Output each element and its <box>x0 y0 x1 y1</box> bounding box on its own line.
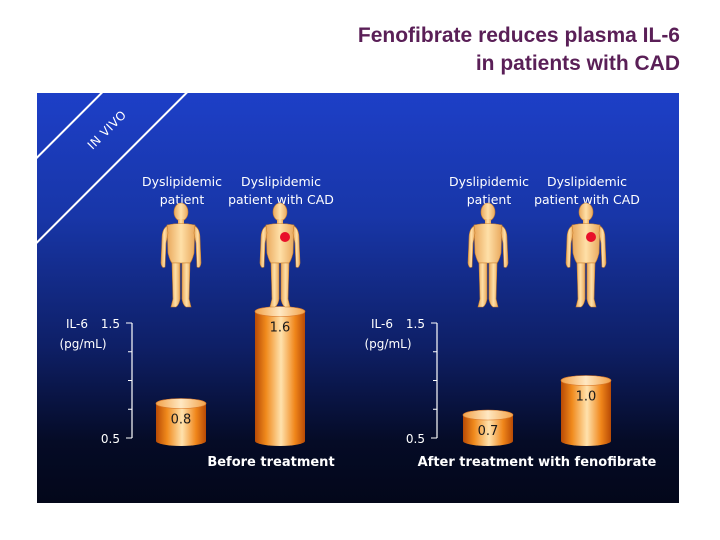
category-label-line-1: Dyslipidemic <box>142 174 222 189</box>
human-figure-icon-cad <box>259 202 301 308</box>
bar: 1.0 <box>560 375 612 446</box>
category-label-line-2: patient <box>160 192 205 207</box>
cad-heart-marker-icon <box>280 232 290 242</box>
category-label: Dyslipidemic patient <box>449 174 529 207</box>
cad-heart-marker-icon <box>586 232 596 242</box>
category-label-line-1: Dyslipidemic <box>547 174 627 189</box>
category-label-line-2: patient <box>467 192 512 207</box>
bar-value-label: 1.6 <box>270 321 291 336</box>
category-label: Dyslipidemic patient with CAD <box>228 174 334 207</box>
bar-value-label: 1.0 <box>576 390 597 405</box>
y-tick-label-top: 1.5 <box>406 317 425 331</box>
bar-cap <box>560 375 612 386</box>
bar-base <box>255 436 305 446</box>
bar-base <box>463 436 513 446</box>
y-axis-ticks <box>431 322 437 439</box>
y-axis-label: IL-6 <box>371 317 393 331</box>
bar-body <box>156 403 206 441</box>
y-axis-unit: (pg/mL) <box>364 337 411 351</box>
category-label: Dyslipidemic patient <box>142 174 222 207</box>
x-axis-label: After treatment with fenofibrate <box>418 455 657 470</box>
y-tick-label-bottom: 0.5 <box>406 432 425 446</box>
category-label-line-2: patient with CAD <box>228 192 334 207</box>
slide-title-line-1: Fenofibrate reduces plasma IL-6 <box>357 24 680 47</box>
bar-value-label: 0.8 <box>171 413 192 428</box>
bar-value-label: 0.7 <box>478 424 499 439</box>
category-label: Dyslipidemic patient with CAD <box>534 174 640 207</box>
bar: 0.7 <box>462 409 514 446</box>
bar-cap <box>462 409 514 421</box>
bar-cap <box>155 398 207 409</box>
human-figure-icon <box>160 202 202 308</box>
bar-body <box>255 311 305 441</box>
bar: 0.8 <box>155 398 207 446</box>
bar-base <box>156 436 206 446</box>
y-tick-label-top: 1.5 <box>101 317 120 331</box>
category-label-line-1: Dyslipidemic <box>449 174 529 189</box>
chart-panel: IN VIVO 1.5 0.5 IL-6 (pg/mL) Dyslipidemic pat… <box>37 93 679 503</box>
bar-body <box>561 380 611 441</box>
bar: 1.6 <box>254 306 306 446</box>
bar-chart-2: 1.5 0.5 IL-6 (pg/mL) Dyslipidemic patient 0.7 D… <box>364 174 656 470</box>
slide-title-line-2: in patients with CAD <box>475 52 680 75</box>
category-label-line-1: Dyslipidemic <box>241 174 321 189</box>
human-figure-icon <box>467 202 509 308</box>
y-axis-label: IL-6 <box>66 317 88 331</box>
chart-canvas: 1.5 0.5 IL-6 (pg/mL) Dyslipidemic patient 0.8 D… <box>59 174 656 470</box>
y-tick-label-bottom: 0.5 <box>101 432 120 446</box>
bar-cap <box>254 306 306 317</box>
y-axis-unit: (pg/mL) <box>59 337 106 351</box>
x-axis-label: Before treatment <box>207 455 334 470</box>
bar-base <box>561 436 611 446</box>
slide-title: Fenofibrate reduces plasma IL-6 in patie… <box>358 22 680 78</box>
category-label-line-2: patient with CAD <box>534 192 640 207</box>
y-axis-ticks <box>126 322 132 439</box>
human-figure-icon-cad <box>565 202 607 308</box>
bar-chart-1: 1.5 0.5 IL-6 (pg/mL) Dyslipidemic patient 0.8 D… <box>59 174 334 470</box>
